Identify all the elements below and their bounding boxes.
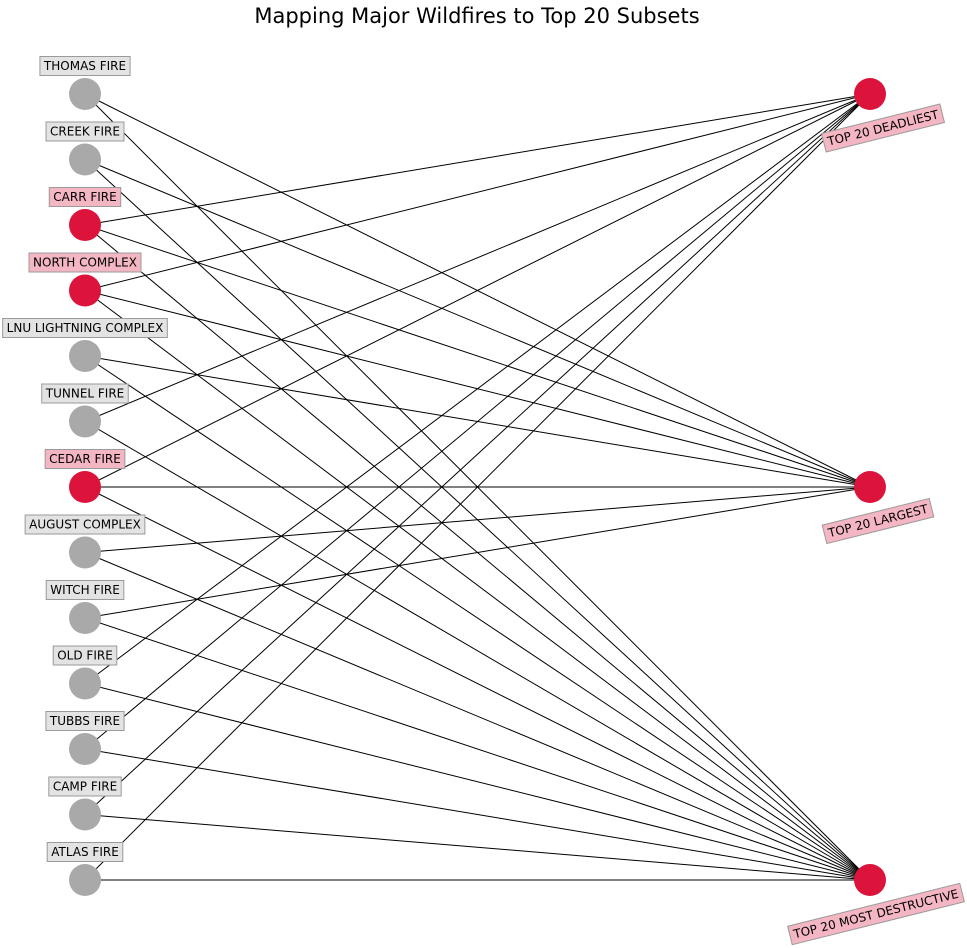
edge-tubbs-to-destructive xyxy=(84,748,871,881)
edge-witch-to-largest xyxy=(84,486,871,619)
edge-witch-to-destructive xyxy=(84,617,871,881)
fire-tunnel-label: TUNNEL FIRE xyxy=(45,387,125,401)
subset-destructive-label-bg xyxy=(787,882,965,946)
fire-north-complex-label: NORTH COMPLEX xyxy=(33,256,137,270)
fire-thomas-label: THOMAS FIRE xyxy=(43,59,126,73)
fire-camp-label-bg xyxy=(48,776,122,797)
edge-cedar-to-deadliest xyxy=(84,93,871,488)
fire-north-complex-label-box: NORTH COMPLEX xyxy=(28,252,142,273)
fire-witch-label-box: WITCH FIRE xyxy=(45,580,125,600)
fire-node-cedar[interactable] xyxy=(69,471,101,503)
fire-carr-label: CARR FIRE xyxy=(53,190,116,204)
subset-deadliest-label-bg xyxy=(820,103,946,153)
fire-atlas-label: ATLAS FIRE xyxy=(51,845,119,859)
fire-thomas-label-box: THOMAS FIRE xyxy=(39,56,131,76)
nodes-layer xyxy=(69,78,886,896)
edge-tubbs-to-deadliest xyxy=(84,93,871,750)
fire-cedar-label: CEDAR FIRE xyxy=(49,452,121,466)
subset-node-destructive[interactable] xyxy=(854,864,886,896)
edge-cedar-to-destructive xyxy=(84,486,871,881)
fire-node-atlas[interactable] xyxy=(69,864,101,896)
fire-atlas-label-box: ATLAS FIRE xyxy=(46,842,124,862)
labels-layer: THOMAS FIRE CREEK FIRE CARR FIRE NORTH COMP… xyxy=(2,56,965,946)
fire-north-complex-label-bg xyxy=(28,252,142,273)
fire-lnu-lightning-complex-label-bg xyxy=(2,318,168,338)
fire-tubbs-label: TUBBS FIRE xyxy=(49,714,120,728)
fire-old-label-box: OLD FIRE xyxy=(52,645,118,666)
fire-node-old[interactable] xyxy=(69,667,101,700)
fire-lnu-lightning-complex-label: LNU LIGHTNING COMPLEX xyxy=(7,321,164,335)
fire-node-witch[interactable] xyxy=(69,602,101,634)
edge-tunnel-to-destructive xyxy=(84,421,871,881)
edge-carr-to-largest xyxy=(84,224,871,488)
fire-creek-label-box: CREEK FIRE xyxy=(45,121,125,142)
subset-largest-label-box: TOP 20 LARGEST xyxy=(821,497,935,545)
fire-old-label-bg xyxy=(52,645,118,666)
chart-title: Mapping Major Wildfires to Top 20 Subset… xyxy=(254,4,699,28)
fire-node-tunnel[interactable] xyxy=(69,405,101,438)
fire-old-label: OLD FIRE xyxy=(57,649,113,663)
fire-node-carr[interactable] xyxy=(69,209,101,241)
subset-node-deadliest[interactable] xyxy=(854,78,886,110)
edge-august-complex-to-destructive xyxy=(84,552,871,881)
fire-node-creek[interactable] xyxy=(69,143,101,176)
fire-carr-label-bg xyxy=(48,187,122,207)
fire-node-tubbs[interactable] xyxy=(69,733,101,765)
fire-node-north-complex[interactable] xyxy=(69,274,101,307)
fire-august-complex-label: AUGUST COMPLEX xyxy=(29,518,141,532)
fire-node-camp[interactable] xyxy=(69,798,101,831)
fire-tubbs-label-box: TUBBS FIRE xyxy=(45,711,125,731)
fire-august-complex-label-bg xyxy=(24,514,146,535)
edge-tunnel-to-deadliest xyxy=(84,93,871,422)
fire-creek-label-bg xyxy=(45,121,125,142)
edge-carr-to-deadliest xyxy=(84,93,871,226)
fire-node-lnu-lightning-complex[interactable] xyxy=(69,340,101,372)
edge-camp-to-destructive xyxy=(84,814,871,881)
subset-node-largest[interactable] xyxy=(854,471,886,503)
fire-camp-label: CAMP FIRE xyxy=(53,780,117,794)
edge-north-complex-to-destructive xyxy=(84,290,871,881)
fire-tubbs-label-bg xyxy=(45,711,125,731)
fire-carr-label-box: CARR FIRE xyxy=(48,187,122,207)
fire-node-august-complex[interactable] xyxy=(69,536,101,569)
fire-tunnel-label-box: TUNNEL FIRE xyxy=(41,383,129,404)
fire-witch-label-bg xyxy=(45,580,125,600)
edge-creek-to-largest xyxy=(84,159,871,488)
subset-deadliest-label-box: TOP 20 DEADLIEST xyxy=(820,103,946,153)
fire-lnu-lightning-complex-label-box: LNU LIGHTNING COMPLEX xyxy=(2,318,168,338)
fire-august-complex-label-box: AUGUST COMPLEX xyxy=(24,514,146,535)
edge-august-complex-to-largest xyxy=(84,486,871,553)
fire-tunnel-label-bg xyxy=(41,383,129,404)
edge-old-to-destructive xyxy=(84,683,871,881)
fire-witch-label: WITCH FIRE xyxy=(50,583,120,597)
edge-north-complex-to-deadliest xyxy=(84,93,871,291)
subset-largest-label-bg xyxy=(821,497,935,545)
fire-thomas-label-bg xyxy=(39,56,131,76)
fire-camp-label-box: CAMP FIRE xyxy=(48,776,122,797)
edge-camp-to-deadliest xyxy=(84,93,871,815)
fire-creek-label: CREEK FIRE xyxy=(50,125,120,139)
edge-atlas-to-deadliest xyxy=(84,93,871,881)
fire-cedar-label-bg xyxy=(44,449,126,469)
fire-cedar-label-box: CEDAR FIRE xyxy=(44,449,126,469)
edge-lnu-lightning-complex-to-destructive xyxy=(84,355,871,881)
edges-layer xyxy=(84,93,871,881)
fire-node-thomas[interactable] xyxy=(69,78,101,110)
fire-atlas-label-bg xyxy=(46,842,124,862)
edge-old-to-deadliest xyxy=(84,93,871,684)
